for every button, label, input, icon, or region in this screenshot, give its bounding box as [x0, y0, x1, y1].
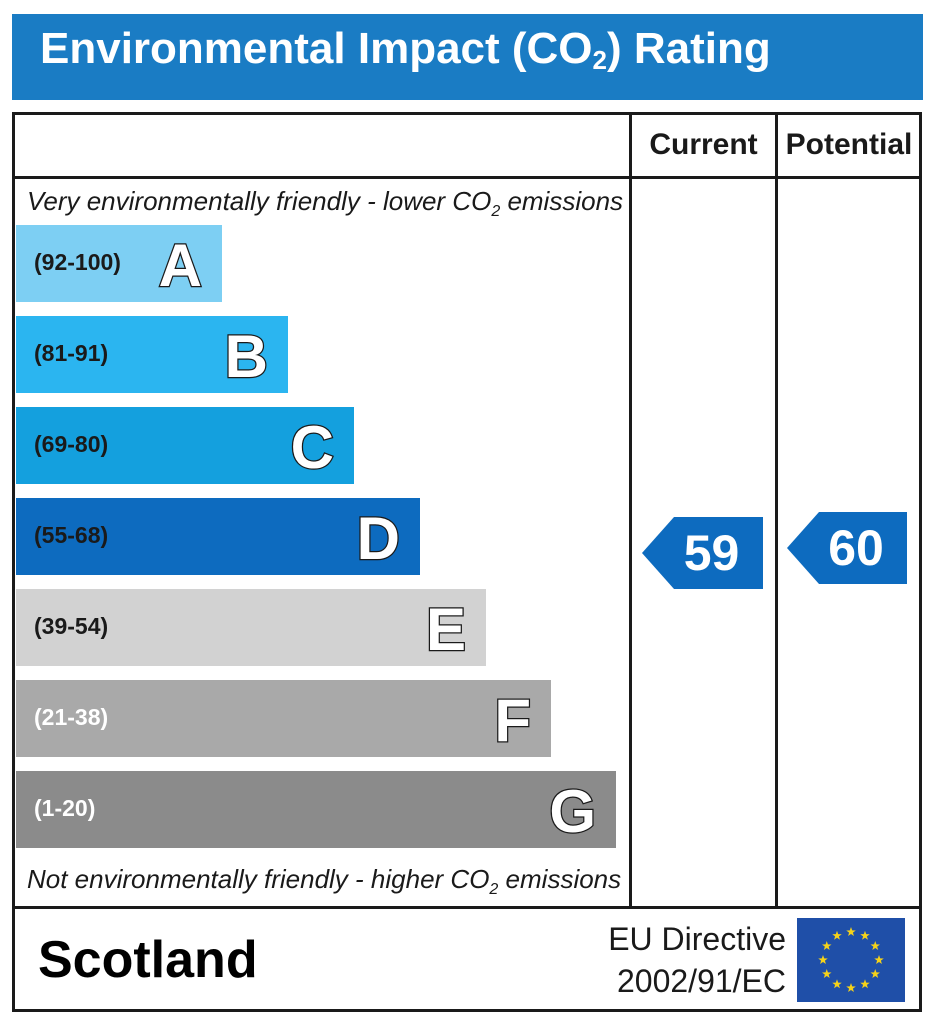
- rating-band-b: (81-91) B: [16, 316, 288, 393]
- band-range-label: (81-91): [34, 340, 109, 366]
- rating-band-f: (21-38) F: [16, 680, 551, 757]
- column-header-current: Current: [649, 128, 758, 161]
- page-title: Environmental Impact (CO2) Rating: [40, 24, 771, 75]
- band-range-label: (69-80): [34, 431, 109, 457]
- eu-star: [870, 941, 880, 951]
- rating-band-e: (39-54) E: [16, 589, 486, 666]
- rating-band-g: (1-20) G: [16, 771, 616, 848]
- eu-star: [860, 979, 870, 989]
- eu-star: [832, 979, 842, 989]
- eu-star: [860, 930, 870, 940]
- eu-directive-text: EU Directive 2002/91/EC: [600, 918, 786, 1002]
- band-range-label: (55-68): [34, 522, 109, 548]
- eu-star: [870, 969, 880, 979]
- band-letter-label: B: [223, 322, 269, 392]
- band-letter-label: G: [548, 777, 597, 847]
- band-letter-label: F: [493, 686, 532, 756]
- eu-star: [846, 983, 856, 993]
- rating-table: [12, 112, 922, 1012]
- band-letter-label: A: [157, 231, 203, 301]
- eu-directive-line1: EU Directive: [608, 921, 786, 957]
- band-range-label: (21-38): [34, 704, 109, 730]
- eu-star: [832, 930, 842, 940]
- eu-star: [874, 955, 884, 965]
- column-header-potential: Potential: [785, 128, 913, 161]
- band-letter-label: D: [355, 504, 401, 574]
- current-rating-arrow: 59: [642, 517, 763, 589]
- eu-flag-icon: [797, 918, 905, 1002]
- eu-star: [846, 927, 856, 937]
- band-letter-label: C: [289, 413, 335, 483]
- divider-potential: [775, 112, 778, 908]
- eu-directive-line2: 2002/91/EC: [616, 963, 786, 999]
- eu-star: [822, 941, 832, 951]
- rating-band-a: (92-100) A: [16, 225, 222, 302]
- bottom-note: Not environmentally friendly - higher CO…: [27, 864, 622, 898]
- rating-band-d: (55-68) D: [16, 498, 420, 575]
- divider-current: [629, 112, 632, 908]
- country-label: Scotland: [38, 931, 258, 989]
- header-bar: Environmental Impact (CO2) Rating: [12, 14, 923, 100]
- footer-divider: [12, 906, 922, 909]
- header-row-divider: [12, 176, 922, 179]
- eu-star: [822, 969, 832, 979]
- band-range-label: (92-100): [34, 249, 121, 275]
- band-range-label: (1-20): [34, 795, 96, 821]
- band-range-label: (39-54): [34, 613, 109, 639]
- band-letter-label: E: [425, 595, 468, 665]
- eu-star: [818, 955, 828, 965]
- rating-band-c: (69-80) C: [16, 407, 354, 484]
- potential-rating-arrow: 60: [787, 512, 907, 584]
- current-rating-value: 59: [683, 525, 740, 581]
- top-note: Very environmentally friendly - lower CO…: [27, 186, 624, 220]
- potential-rating-value: 60: [828, 520, 884, 576]
